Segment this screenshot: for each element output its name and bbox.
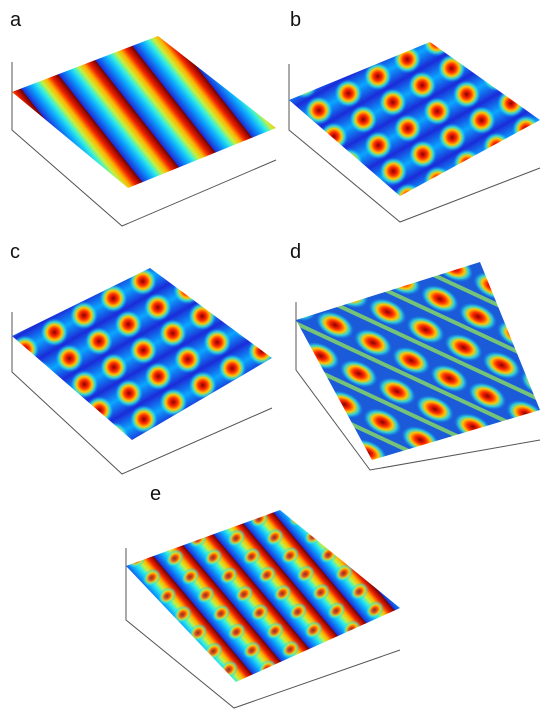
surface bbox=[296, 262, 540, 460]
panel-a: a bbox=[10, 9, 277, 227]
axes bbox=[11, 62, 277, 227]
panel-d: d bbox=[290, 241, 541, 471]
surface bbox=[126, 510, 400, 682]
axes bbox=[295, 302, 541, 471]
panel-label: a bbox=[10, 9, 22, 31]
surface bbox=[12, 268, 272, 440]
panel-c: c bbox=[10, 241, 273, 475]
axes bbox=[288, 64, 541, 223]
panel-label: e bbox=[150, 483, 161, 505]
panel-label: c bbox=[10, 241, 20, 263]
surface bbox=[12, 36, 276, 188]
panel-b: b bbox=[288, 9, 541, 223]
axes bbox=[11, 312, 273, 475]
panel-label: b bbox=[290, 9, 301, 31]
axes bbox=[125, 548, 401, 709]
panel-e: e bbox=[125, 483, 401, 709]
panel-label: d bbox=[290, 241, 301, 263]
surface bbox=[289, 42, 540, 196]
